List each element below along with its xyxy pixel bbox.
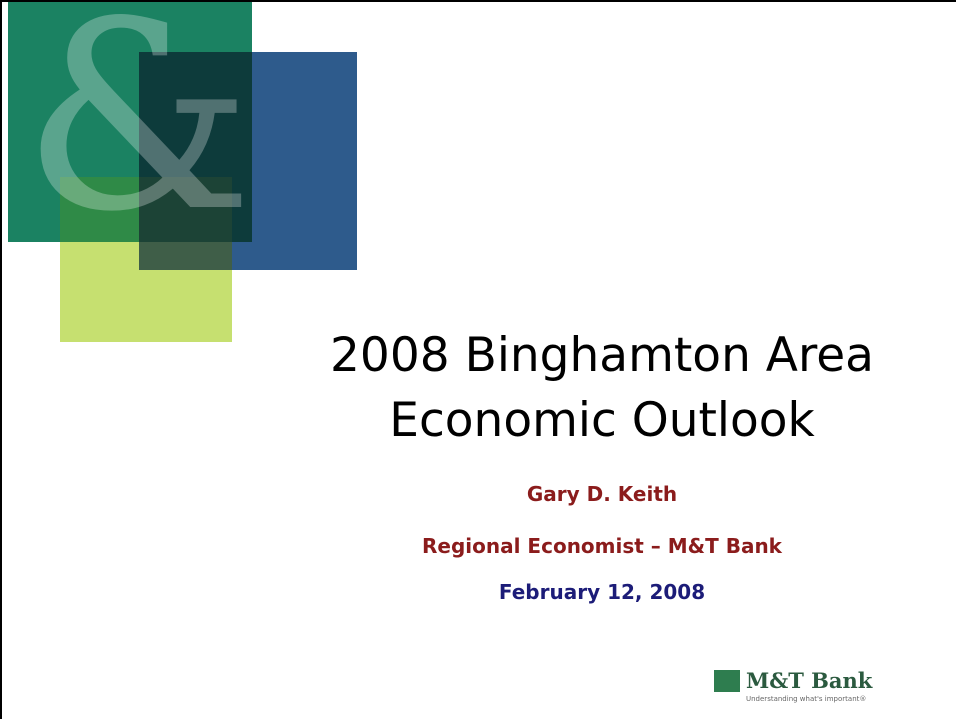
- logo-tagline: Understanding what's important®: [746, 695, 954, 703]
- decoration: &: [2, 2, 382, 362]
- title-line: Economic Outlook: [252, 389, 952, 453]
- title-line: 2008 Binghamton Area: [252, 324, 952, 388]
- logo-icon: [714, 670, 740, 692]
- logo: M&T Bank Understanding what's important®: [714, 668, 954, 703]
- logo-row: M&T Bank: [714, 668, 954, 693]
- ampersand: &: [22, 2, 253, 269]
- date: February 12, 2008: [302, 580, 902, 604]
- slide: & 2008 Binghamton Area Economic Outlook …: [0, 0, 956, 719]
- logo-name: M&T Bank: [746, 668, 872, 693]
- page: & 2008 Binghamton Area Economic Outlook …: [0, 0, 956, 719]
- author: Gary D. Keith: [302, 482, 902, 506]
- position: Regional Economist – M&T Bank: [302, 534, 902, 558]
